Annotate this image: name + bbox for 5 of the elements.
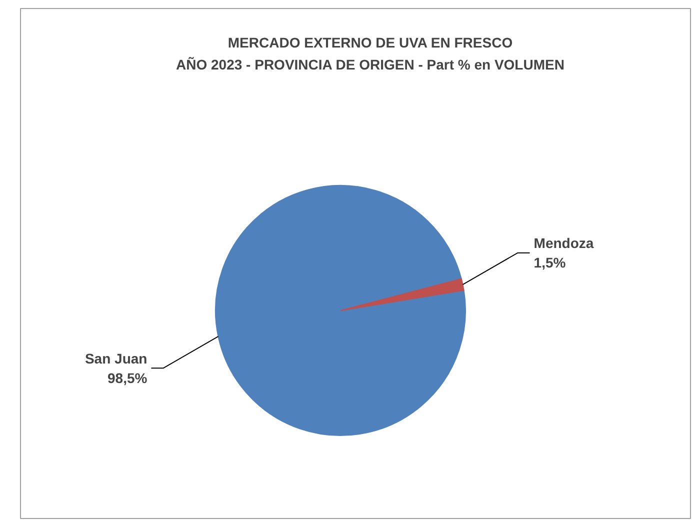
data-label: 1,5%: [534, 254, 566, 270]
data-label: 98,5%: [108, 370, 148, 386]
chart-title: MERCADO EXTERNO DE UVA EN FRESCO AÑO 2023 - PROVINCIA DE ORIGEN - Part % en VOLUMEN: [176, 34, 564, 72]
slice-label: San Juan: [84, 350, 148, 367]
slice-label: Mendoza: [534, 235, 594, 252]
